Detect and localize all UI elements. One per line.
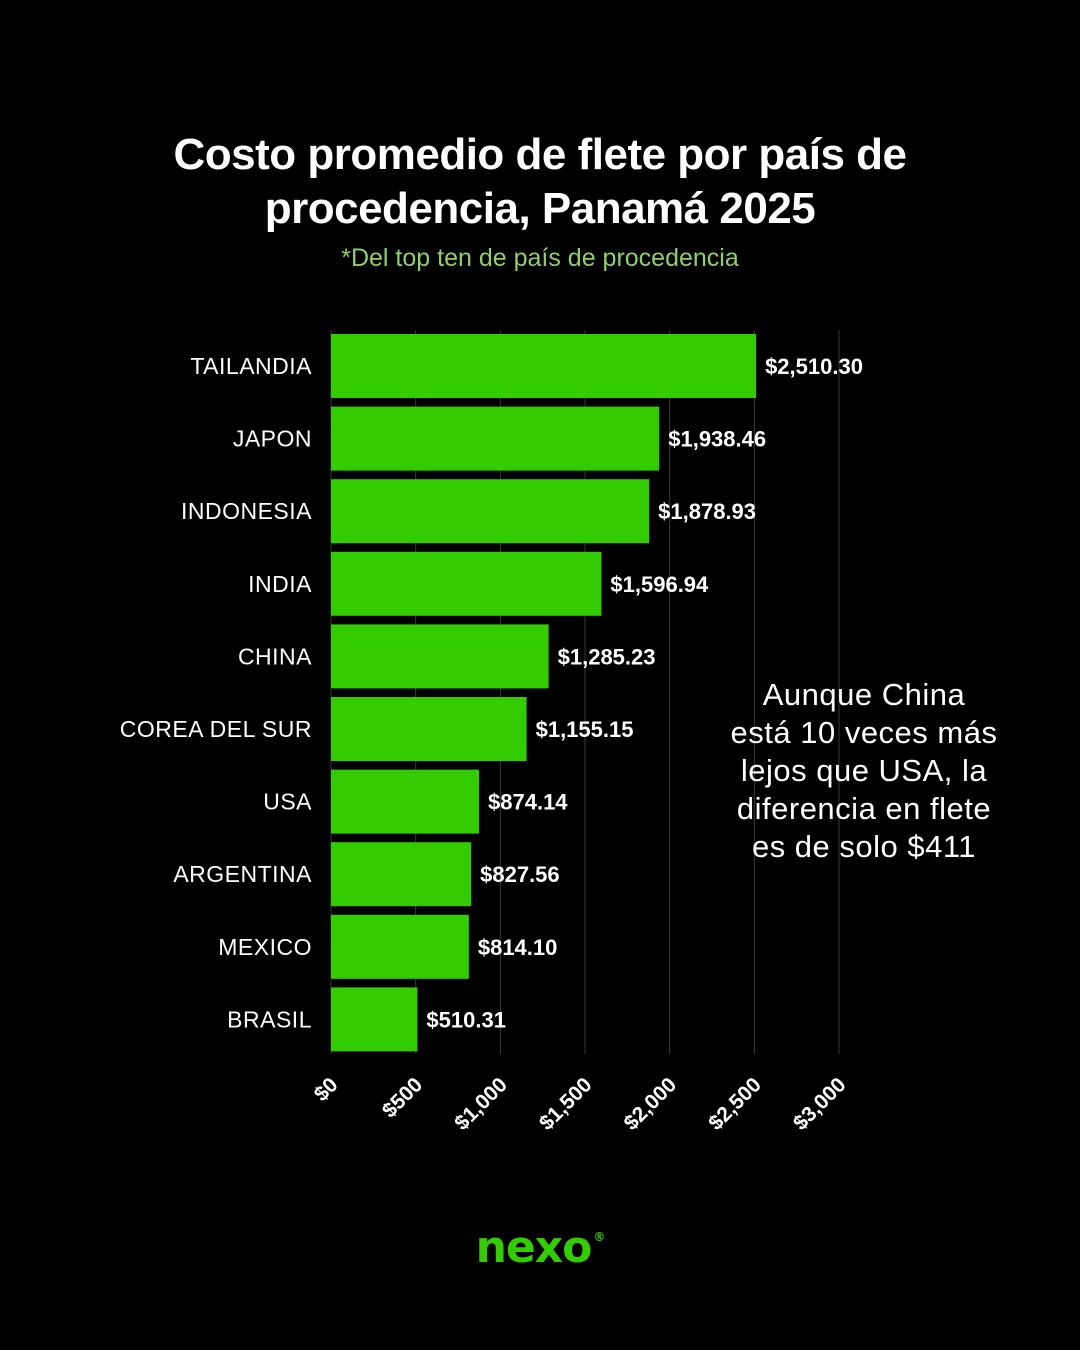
nexo-logo: nexo ® (0, 1222, 1080, 1273)
x-tick-label: $1,000 (450, 1073, 512, 1135)
bar (331, 987, 418, 1052)
category-label: INDONESIA (181, 498, 312, 524)
x-tick-label: $0 (310, 1073, 343, 1106)
x-tick-label: $3,000 (789, 1073, 851, 1135)
bar (331, 479, 650, 544)
value-label: $814.10 (478, 935, 558, 960)
x-axis-tick-labels: $0 $500 $1,000 $1,500 $2,000 $2,500 $3,000 (310, 1073, 851, 1135)
registered-mark: ® (593, 1230, 605, 1244)
bar-chart: TAILANDIA JAPON INDONESIA INDIA CHINA COREA D… (120, 330, 863, 1135)
category-label: USA (263, 789, 312, 815)
x-tick-label: $500 (378, 1073, 427, 1122)
category-label: INDIA (248, 571, 312, 597)
category-label: ARGENTINA (173, 861, 312, 887)
bar (331, 406, 660, 471)
logo-text: nexo (475, 1222, 593, 1273)
category-label: TAILANDIA (190, 353, 312, 379)
value-label: $1,285.23 (558, 644, 656, 669)
chart-title-line-2: procedencia, Panamá 2025 (264, 184, 816, 233)
value-label: $1,938.46 (668, 427, 766, 452)
bars (331, 334, 757, 1052)
bar (331, 697, 527, 761)
chart-title: Costo promedio de flete por país de proc… (0, 128, 1080, 236)
category-label: CHINA (238, 643, 312, 669)
annotation-note: Aunque China está 10 veces más lejos que… (730, 677, 998, 864)
value-label: $874.14 (488, 790, 568, 815)
bar (331, 914, 469, 979)
bar (331, 842, 472, 907)
value-label: $1,155.15 (536, 717, 634, 742)
value-label: $510.31 (426, 1007, 506, 1032)
value-labels: $2,510.30 $1,938.46 $1,878.93 $1,596.94 $1,2… (426, 354, 863, 1032)
value-label: $1,596.94 (610, 572, 709, 597)
value-label: $1,878.93 (658, 499, 756, 524)
x-tick-label: $1,500 (535, 1073, 597, 1135)
bar (331, 334, 757, 398)
value-label: $2,510.30 (765, 354, 863, 379)
bar (331, 769, 480, 834)
x-tick-label: $2,500 (704, 1073, 766, 1135)
category-label: MEXICO (218, 934, 312, 960)
bar (331, 624, 549, 689)
bar (331, 551, 602, 616)
category-labels: TAILANDIA JAPON INDONESIA INDIA CHINA COREA D… (120, 353, 312, 1032)
chart-title-line-1: Costo promedio de flete por país de (173, 130, 907, 179)
category-label: COREA DEL SUR (120, 716, 312, 742)
value-label: $827.56 (480, 862, 560, 887)
chart-subtitle: *Del top ten de país de procedencia (341, 244, 739, 272)
category-label: BRASIL (227, 1006, 312, 1032)
category-label: JAPON (233, 426, 312, 452)
x-tick-label: $2,000 (620, 1073, 682, 1135)
